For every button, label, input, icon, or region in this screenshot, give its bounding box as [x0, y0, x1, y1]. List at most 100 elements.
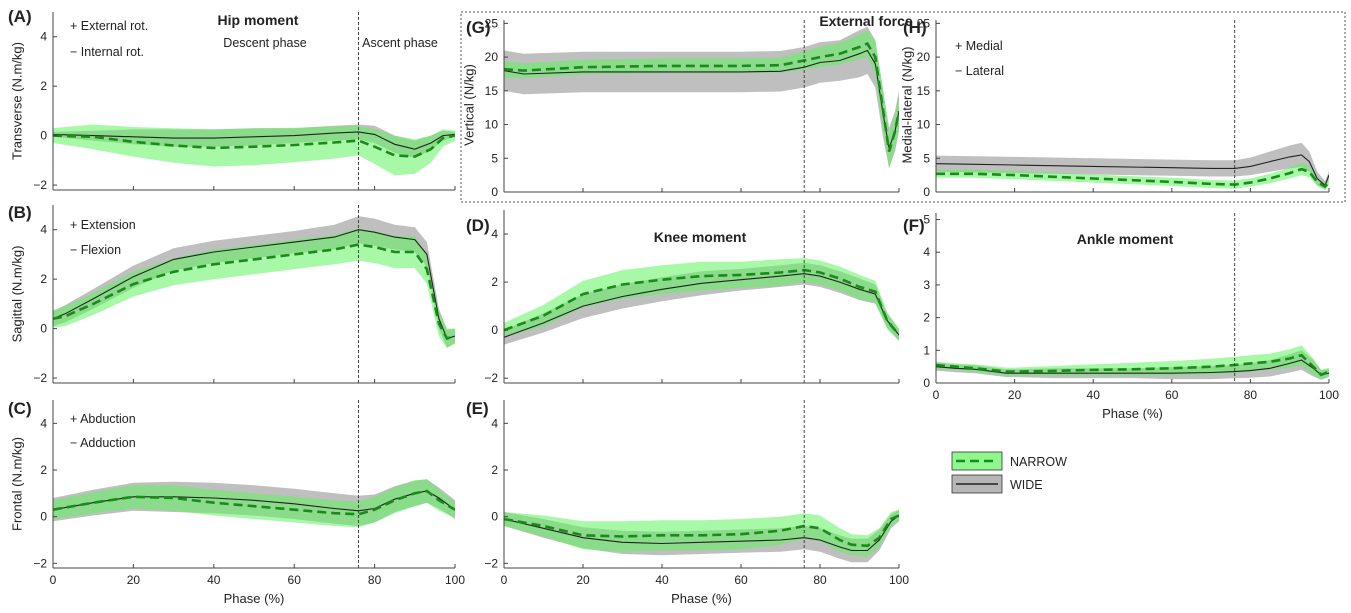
- line-wide-f: [936, 359, 1329, 376]
- y-tick-label-f: 2: [923, 311, 930, 325]
- y-axis-label-b: Sagittal (N.m/kg): [9, 246, 24, 343]
- panel-g: 25 20 15 10 5 0 Vertical (N/kg) (G) External for…: [461, 13, 912, 199]
- y-tick-label-c: 0: [40, 510, 47, 524]
- y-tick-label-h: 20: [917, 50, 931, 64]
- panel-b: 4 2 0 −2 Sagittal (N.m/kg) (B) + Extension − Fl…: [8, 203, 456, 385]
- y-tick-label-h: 25: [917, 16, 931, 30]
- y-axis-label-a: Transverse (N.m/kg): [9, 42, 24, 160]
- y-tick-label-g: 25: [485, 16, 499, 30]
- line-narrow-f: [936, 353, 1329, 377]
- x-tick-label-f: 40: [1087, 388, 1101, 402]
- y-tick-label-d: 0: [491, 323, 498, 337]
- y-tick-label-d: 2: [491, 275, 498, 289]
- legend-label-narrow: NARROW: [1010, 455, 1067, 469]
- y-tick-label-c: −2: [33, 556, 47, 570]
- x-tick-label-e: 60: [734, 573, 748, 587]
- y-tick-label-g: 15: [485, 84, 499, 98]
- y-tick-label-f: 4: [923, 245, 930, 259]
- y-axis-label-g: Vertical (N/kg): [461, 64, 476, 146]
- line-narrow-c: [53, 489, 455, 516]
- y-tick-label-g: 10: [485, 118, 499, 132]
- line-wide-d: [504, 273, 899, 338]
- y-axis-label-h: Medial-lateral (N/kg): [899, 46, 914, 163]
- legend: NARROW WIDE: [951, 451, 1067, 494]
- panel-title-d: Knee moment: [654, 229, 747, 245]
- y-tick-label-g: 0: [491, 185, 498, 199]
- line-wide-g: [504, 49, 899, 151]
- y-tick-label-a: 2: [40, 79, 47, 93]
- y-tick-label-a: 0: [40, 129, 47, 143]
- annotation-a: − Internal rot.: [70, 45, 144, 59]
- y-tick-label-b: 0: [40, 322, 47, 336]
- x-tick-label-c: 60: [288, 573, 302, 587]
- y-tick-label-d: 4: [491, 227, 498, 241]
- annotation-b: + Extension: [70, 218, 136, 232]
- y-tick-label-f: 1: [923, 343, 930, 357]
- y-tick-label-e: −2: [484, 556, 498, 570]
- line-wide-b: [53, 229, 455, 340]
- x-tick-label-c: 0: [50, 573, 57, 587]
- legend-item-wide: WIDE: [951, 474, 1043, 494]
- annotation-c: + Abduction: [70, 412, 136, 426]
- line-narrow-e: [504, 514, 899, 548]
- band-wide-d: [504, 262, 899, 345]
- x-tick-label-f: 80: [1244, 388, 1258, 402]
- panel-title-a: Hip moment: [218, 12, 299, 28]
- legend-label-wide: WIDE: [1010, 478, 1043, 492]
- annotation-a: + External rot.: [70, 19, 148, 33]
- plot-area-d: [504, 258, 899, 345]
- plot-area-b: [53, 216, 455, 349]
- line-wide-a: [53, 131, 455, 150]
- annotation-h: − Lateral: [955, 64, 1004, 78]
- x-tick-label-f: 0: [933, 388, 940, 402]
- line-narrow-d: [504, 268, 899, 336]
- x-tick-label-f: 100: [1319, 388, 1339, 402]
- y-tick-label-d: −2: [484, 371, 498, 385]
- band-narrow-c: [53, 479, 455, 528]
- annotation-a: Descent phase: [223, 36, 306, 50]
- panel-letter-b: (B): [8, 203, 32, 222]
- y-tick-label-b: 4: [40, 223, 47, 237]
- x-tick-label-f: 60: [1165, 388, 1179, 402]
- line-wide-c: [53, 490, 455, 512]
- y-tick-label-f: 0: [923, 376, 930, 390]
- panel-title-g: External force: [819, 13, 913, 29]
- panel-letter-e: (E): [466, 399, 489, 418]
- panel-a: 4 2 0 −2 Transverse (N.m/kg) (A) Hip moment + E…: [8, 7, 456, 192]
- y-tick-label-f: 3: [923, 278, 930, 292]
- line-narrow-b: [53, 243, 455, 341]
- panel-letter-f: (F): [903, 216, 925, 235]
- plot-area-h: [936, 142, 1329, 190]
- y-tick-label-h: 5: [923, 151, 930, 165]
- y-tick-label-g: 20: [485, 50, 499, 64]
- panel-letter-h: (H): [903, 18, 927, 37]
- x-tick-label-f: 20: [1008, 388, 1022, 402]
- x-tick-label-c: 20: [127, 573, 141, 587]
- y-tick-label-b: 2: [40, 272, 47, 286]
- y-tick-label-c: 2: [40, 463, 47, 477]
- x-axis-label-c: Phase (%): [224, 591, 285, 606]
- line-wide-e: [504, 515, 899, 552]
- band-narrow-e: [504, 509, 899, 557]
- y-tick-label-b: −2: [33, 371, 47, 385]
- line-narrow-h: [936, 167, 1329, 189]
- x-tick-label-e: 100: [889, 573, 909, 587]
- y-tick-label-g: 5: [491, 151, 498, 165]
- y-tick-label-e: 0: [491, 510, 498, 524]
- annotation-b: − Flexion: [70, 243, 121, 257]
- panel-letter-a: (A): [8, 7, 32, 26]
- line-narrow-a: [53, 134, 455, 158]
- y-tick-label-a: −2: [33, 178, 47, 192]
- y-tick-label-e: 4: [491, 416, 498, 430]
- plot-area-a: [53, 124, 455, 176]
- x-tick-label-c: 40: [207, 573, 221, 587]
- y-tick-label-c: 4: [40, 416, 47, 430]
- annotation-h: + Medial: [955, 39, 1003, 53]
- annotation-c: − Adduction: [70, 436, 136, 450]
- panel-letter-d: (D): [466, 216, 490, 235]
- y-tick-label-f: 5: [923, 213, 930, 227]
